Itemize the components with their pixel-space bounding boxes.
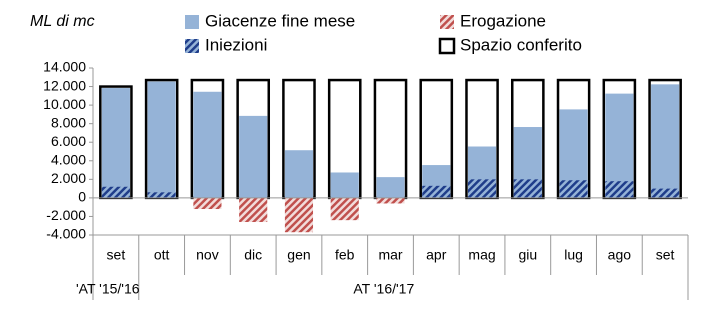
injection-bar [422, 185, 451, 198]
y-tick-label: 4.000 [51, 151, 86, 167]
withdrawal-bar [193, 197, 222, 210]
y-tick-label: -4.000 [46, 226, 86, 242]
stock-bar [284, 150, 314, 198]
y-tick-label: -2.000 [46, 207, 86, 223]
x-tick-label: nov [196, 247, 219, 263]
legend-label: Erogazione [460, 11, 546, 30]
y-axis-title: ML di mc [30, 13, 95, 30]
y-tick-label: 2.000 [51, 170, 86, 186]
stock-bar [605, 93, 634, 198]
x-tick-label: feb [335, 247, 355, 263]
stock-bar [239, 115, 268, 198]
x-tick-label: apr [426, 247, 447, 263]
x-tick-label: ott [154, 247, 170, 263]
x-tick-label: ago [608, 247, 632, 263]
x-tick-label: mag [468, 247, 495, 263]
withdrawal-bar [330, 197, 359, 221]
injection-bar [467, 179, 497, 198]
legend-label: Spazio conferito [460, 35, 582, 54]
withdrawal-bar [239, 197, 268, 223]
y-tick-label: 8.000 [51, 114, 86, 130]
stock-bar [147, 81, 176, 198]
stock-bar [101, 88, 130, 198]
x-tick-label: lug [564, 247, 583, 263]
injection-bar [605, 181, 634, 198]
legend-label: Iniezioni [205, 35, 267, 54]
y-tick-label: 12.000 [43, 77, 86, 93]
stock-bar [376, 177, 405, 198]
x-tick-label: set [107, 247, 126, 263]
y-tick-label: 10.000 [43, 96, 86, 112]
injection-bar [651, 188, 680, 198]
legend-label: Giacenze fine mese [205, 11, 355, 30]
x-tick-label: giu [518, 247, 537, 263]
injection-bar [559, 180, 588, 198]
x-tick-label: gen [287, 247, 310, 263]
y-tick-label: 14.000 [43, 59, 86, 75]
x-tick-label: mar [378, 247, 402, 263]
withdrawal-bar [376, 197, 405, 204]
group-label: AT '16/'17 [353, 281, 414, 297]
y-tick-label: 6.000 [51, 133, 86, 149]
stock-bar [193, 91, 222, 198]
group-label: 'AT '15/'16 [76, 281, 140, 297]
legend-swatch [185, 15, 199, 29]
stock-bar [330, 172, 359, 198]
withdrawal-bar [284, 197, 314, 233]
y-tick-label: 0 [78, 189, 86, 205]
injection-bar [101, 186, 130, 198]
legend-swatch [440, 15, 454, 29]
stock-bar [651, 84, 680, 198]
legend-swatch [185, 39, 199, 53]
injection-bar [147, 192, 176, 198]
x-tick-label: set [656, 247, 675, 263]
injection-bar [513, 179, 542, 198]
x-tick-label: dic [244, 247, 262, 263]
legend-swatch [438, 37, 456, 55]
